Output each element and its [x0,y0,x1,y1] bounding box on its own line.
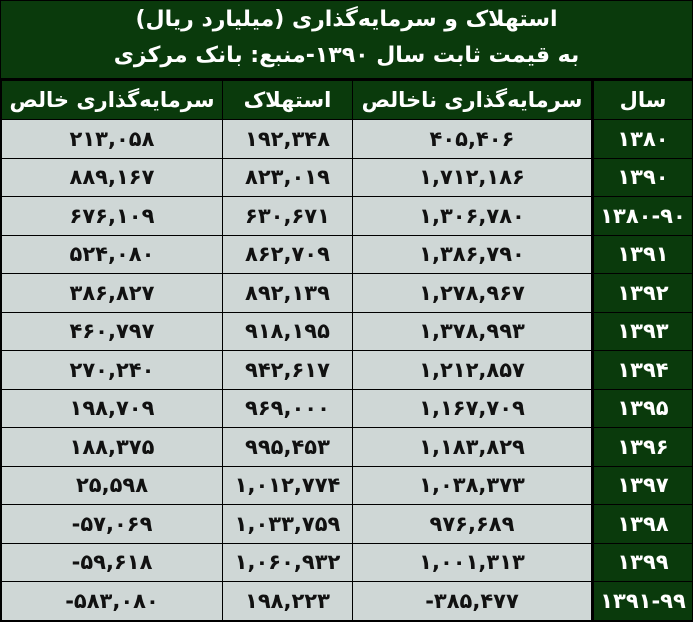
year-cell: ۱۳۹۱-۹۹ [591,581,693,621]
depreciation-cell: ۶۳۰,۶۷۱ [222,196,353,236]
year-cell: ۱۳۹۸ [591,504,693,544]
net-investment-cell: ۶۷۶,۱۰۹ [1,196,223,236]
depreciation-cell: ۱۹۲,۳۴۸ [222,119,353,159]
depreciation-cell: ۱,۰۱۲,۷۷۴ [222,465,353,505]
header-net-investment: سرمایه‌گذاری خالص [1,80,223,120]
depreciation-cell: ۹۶۹,۰۰۰ [222,388,353,428]
year-cell: ۱۳۹۲ [591,273,693,313]
gross-investment-cell: ۱,۳۰۶,۷۸۰ [352,196,593,236]
depreciation-cell: ۱۹۸,۲۲۳ [222,581,353,621]
gross-investment-cell: ۱,۱۶۷,۷۰۹ [352,388,593,428]
gross-investment-cell: ۱,۳۸۶,۷۹۰ [352,234,593,274]
depreciation-cell: ۸۲۳,۰۱۹ [222,157,353,197]
net-investment-cell: ۱۸۸,۳۷۵ [1,427,223,467]
data-table: سال سرمایه‌گذاری ناخالص استهلاک سرمایه‌گ… [1,80,693,621]
title-line-2: به قیمت ثابت سال ۱۳۹۰-منبع: بانک مرکزی [113,43,580,68]
header-depreciation: استهلاک [222,80,353,120]
year-cell: ۱۳۸۰ [591,119,693,159]
depreciation-cell: ۱,۰۳۳,۷۵۹ [222,504,353,544]
depreciation-cell: ۹۱۸,۱۹۵ [222,311,353,351]
year-cell: ۱۳۹۳ [591,311,693,351]
gross-investment-cell: ۱,۳۷۸,۹۹۳ [352,311,593,351]
title-line-1: استهلاک و سرمایه‌گذاری (میلیارد ریال) [135,7,558,32]
depreciation-cell: ۹۴۲,۶۱۷ [222,350,353,390]
depreciation-cell: ۸۹۲,۱۳۹ [222,273,353,313]
table-row: ۱۳۹۷ ۱,۰۳۸,۳۷۳ ۱,۰۱۲,۷۷۴ ۲۵,۵۹۸ [1,465,693,505]
gross-investment-cell: ۱,۲۷۸,۹۶۷ [352,273,593,313]
net-investment-cell: ۳۸۶,۸۲۷ [1,273,223,313]
gross-investment-cell: ۴۰۵,۴۰۶ [352,119,593,159]
table-row: ۱۳۹۹ ۱,۰۰۱,۳۱۳ ۱,۰۶۰,۹۳۲ -۵۹,۶۱۸ [1,542,693,582]
gross-investment-cell: ۹۷۶,۶۸۹ [352,504,593,544]
net-investment-cell: ۴۶۰,۷۹۷ [1,311,223,351]
net-investment-cell: -۵۷,۰۶۹ [1,504,223,544]
net-investment-cell: ۸۸۹,۱۶۷ [1,157,223,197]
net-investment-cell: -۵۹,۶۱۸ [1,542,223,582]
table-row: ۱۳۹۰ ۱,۷۱۲,۱۸۶ ۸۲۳,۰۱۹ ۸۸۹,۱۶۷ [1,157,693,197]
net-investment-cell: -۵۸۳,۰۸۰ [1,581,223,621]
year-cell: ۱۳۹۷ [591,465,693,505]
year-cell: ۱۳۹۹ [591,542,693,582]
year-cell: ۱۳۸۰-۹۰ [591,196,693,236]
gross-investment-cell: ۱,۰۳۸,۳۷۳ [352,465,593,505]
table-title: استهلاک و سرمایه‌گذاری (میلیارد ریال) به… [1,1,692,80]
net-investment-cell: ۲۷۰,۲۴۰ [1,350,223,390]
table-row: ۱۳۹۸ ۹۷۶,۶۸۹ ۱,۰۳۳,۷۵۹ -۵۷,۰۶۹ [1,504,693,544]
gross-investment-cell: ۱,۲۱۲,۸۵۷ [352,350,593,390]
depreciation-cell: ۹۹۵,۴۵۳ [222,427,353,467]
table-row: ۱۳۹۴ ۱,۲۱۲,۸۵۷ ۹۴۲,۶۱۷ ۲۷۰,۲۴۰ [1,350,693,390]
header-gross-investment: سرمایه‌گذاری ناخالص [352,80,593,120]
table-row: ۱۳۸۰ ۴۰۵,۴۰۶ ۱۹۲,۳۴۸ ۲۱۳,۰۵۸ [1,119,693,159]
gross-investment-cell: ۱,۱۸۳,۸۲۹ [352,427,593,467]
net-investment-cell: ۱۹۸,۷۰۹ [1,388,223,428]
table-row: ۱۳۹۱ ۱,۳۸۶,۷۹۰ ۸۶۲,۷۰۹ ۵۲۴,۰۸۰ [1,234,693,274]
year-cell: ۱۳۹۱ [591,234,693,274]
table-row: ۱۳۹۱-۹۹ -۳۸۵,۴۷۷ ۱۹۸,۲۲۳ -۵۸۳,۰۸۰ [1,581,693,621]
gross-investment-cell: ۱,۷۱۲,۱۸۶ [352,157,593,197]
header-year: سال [591,80,693,120]
year-cell: ۱۳۹۶ [591,427,693,467]
year-cell: ۱۳۹۴ [591,350,693,390]
table-row: ۱۳۸۰-۹۰ ۱,۳۰۶,۷۸۰ ۶۳۰,۶۷۱ ۶۷۶,۱۰۹ [1,196,693,236]
depreciation-cell: ۸۶۲,۷۰۹ [222,234,353,274]
depreciation-cell: ۱,۰۶۰,۹۳۲ [222,542,353,582]
year-cell: ۱۳۹۵ [591,388,693,428]
header-row: سال سرمایه‌گذاری ناخالص استهلاک سرمایه‌گ… [1,80,693,120]
net-investment-cell: ۲۱۳,۰۵۸ [1,119,223,159]
net-investment-cell: ۲۵,۵۹۸ [1,465,223,505]
table-row: ۱۳۹۶ ۱,۱۸۳,۸۲۹ ۹۹۵,۴۵۳ ۱۸۸,۳۷۵ [1,427,693,467]
year-cell: ۱۳۹۰ [591,157,693,197]
table-row: ۱۳۹۲ ۱,۲۷۸,۹۶۷ ۸۹۲,۱۳۹ ۳۸۶,۸۲۷ [1,273,693,313]
net-investment-cell: ۵۲۴,۰۸۰ [1,234,223,274]
gross-investment-cell: ۱,۰۰۱,۳۱۳ [352,542,593,582]
table-row: ۱۳۹۵ ۱,۱۶۷,۷۰۹ ۹۶۹,۰۰۰ ۱۹۸,۷۰۹ [1,388,693,428]
table-row: ۱۳۹۳ ۱,۳۷۸,۹۹۳ ۹۱۸,۱۹۵ ۴۶۰,۷۹۷ [1,311,693,351]
gross-investment-cell: -۳۸۵,۴۷۷ [352,581,593,621]
